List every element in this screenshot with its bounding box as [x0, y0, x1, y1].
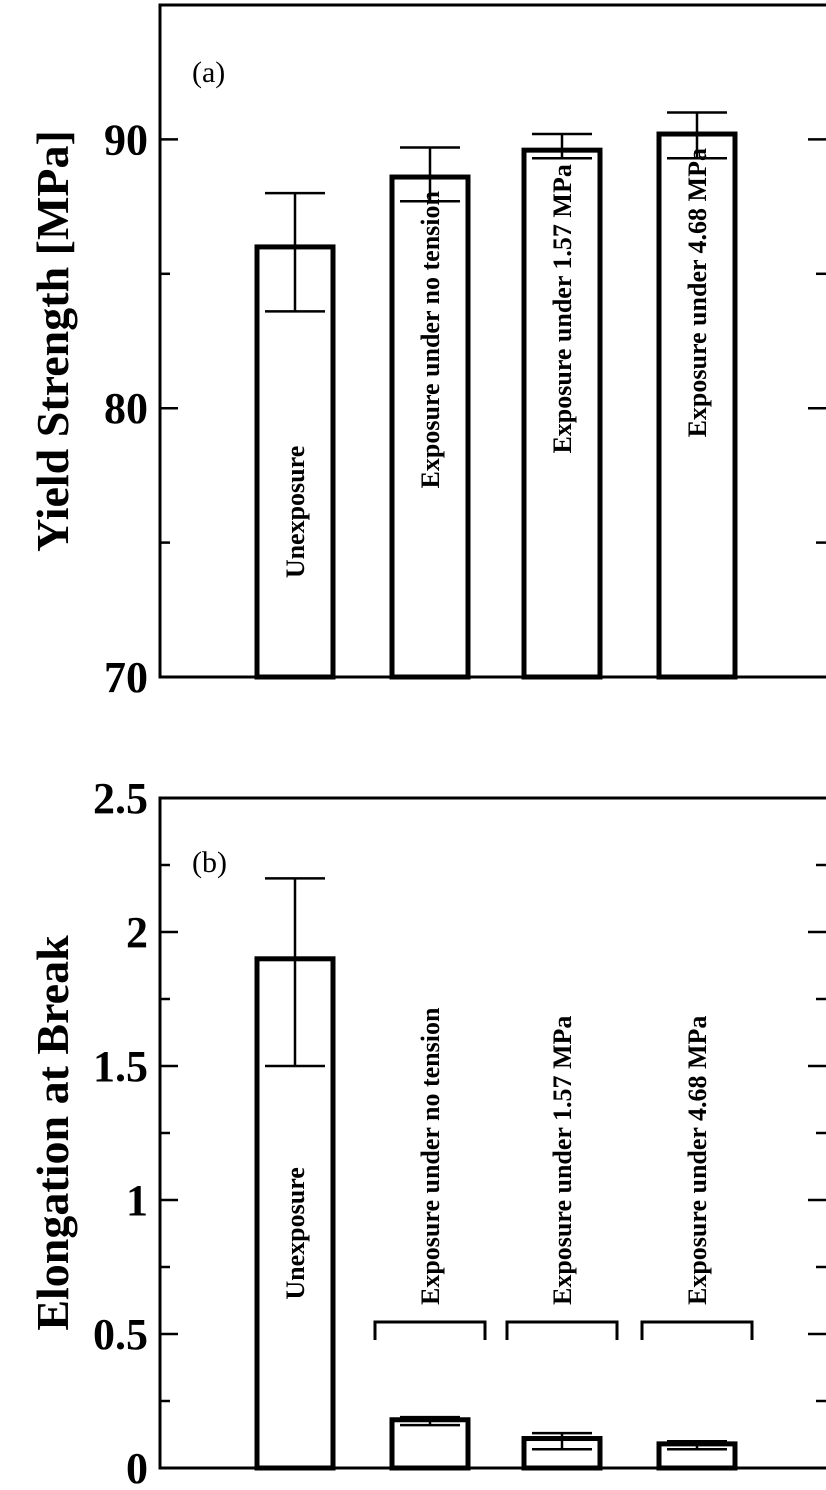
panel-label-a: (a)	[192, 56, 225, 89]
bar-a	[254, 244, 336, 680]
panel-label-b: (b)	[192, 846, 227, 879]
bar-a	[389, 174, 471, 680]
bar-b	[389, 1417, 471, 1471]
bar-a	[656, 131, 738, 680]
bar-label-a: Exposure under no tension	[416, 190, 445, 488]
y-tick-label-b: 0	[126, 1444, 148, 1490]
y-tick-label-a: 80	[104, 384, 148, 433]
bar-label-b: Exposure under 1.57 MPa	[548, 1016, 577, 1305]
bars-a: Unexposure Exposure under no tension Expos…	[254, 111, 738, 680]
y-tick-label-b: 2	[126, 908, 148, 957]
panel-b: (b) Elongation at Break 0 0.5 1 1.5 2 2.5 Une…	[27, 774, 826, 1490]
y-tick-label-b: 0.5	[93, 1310, 148, 1359]
y-axis-title-b: Elongation at Break	[27, 935, 78, 1331]
plot-frame-a	[158, 3, 826, 679]
label-bracket-b	[640, 1320, 754, 1340]
y-ticks-a: 70 80 90	[104, 3, 826, 702]
y-tick-label-b: 1	[126, 1176, 148, 1225]
bar-label-b: Exposure under 4.68 MPa	[683, 1016, 712, 1305]
label-bracket-b	[373, 1320, 487, 1340]
bar-label-a: Exposure under 4.68 MPa	[683, 148, 712, 437]
y-ticks-b: 0 0.5 1 1.5 2 2.5	[93, 774, 826, 1490]
panel-a: (a) Yield Strength [MPa] 70 80 90 Unexposu…	[27, 3, 826, 702]
bar-label-b: Exposure under no tension	[416, 1007, 445, 1305]
bar-label-b: Unexposure	[281, 1167, 310, 1299]
y-tick-label-b: 2.5	[93, 774, 148, 823]
bar-a	[521, 147, 603, 680]
bar-label-a: Unexposure	[281, 446, 310, 578]
y-tick-label-b: 1.5	[93, 1042, 148, 1091]
bars-b: Unexposure Exposure under no tension Expos…	[254, 877, 754, 1471]
label-bracket-b	[505, 1320, 619, 1340]
bar-label-a: Exposure under 1.57 MPa	[548, 164, 577, 453]
y-tick-label-a: 90	[104, 115, 148, 164]
y-axis-title-a: Yield Strength [MPa]	[27, 130, 78, 552]
y-tick-label-a: 70	[104, 653, 148, 702]
